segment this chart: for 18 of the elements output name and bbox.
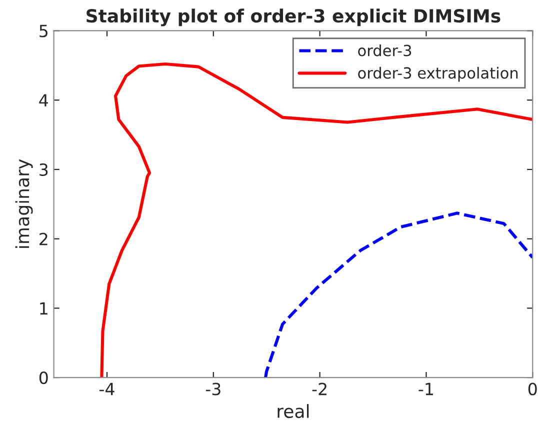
y-tick-label: 2: [40, 232, 48, 246]
y-tick-label: 5: [40, 24, 48, 38]
chart-title: Stability plot of order-3 explicit DIMSIMs: [86, 8, 500, 26]
x-tick-label: -4: [100, 382, 114, 396]
y-tick-label: 0: [39, 372, 48, 384]
y-tick-label: 4: [39, 94, 48, 106]
line-series: [264, 212, 533, 378]
line-series: [100, 62, 533, 378]
y-tick-label: 3: [40, 163, 48, 176]
x-tick-label: 0: [528, 382, 537, 396]
legend-label: order-3 extrapolation: [358, 66, 518, 82]
x-tick-label: -1: [418, 382, 433, 396]
x-axis-title: real: [278, 404, 309, 418]
legend-label: order-3: [358, 44, 412, 56]
x-tick-label: -2: [312, 382, 326, 396]
x-tick-label: -3: [206, 382, 220, 396]
y-axis-title: imaginary: [15, 159, 33, 248]
y-tick-label: 1: [40, 302, 48, 315]
